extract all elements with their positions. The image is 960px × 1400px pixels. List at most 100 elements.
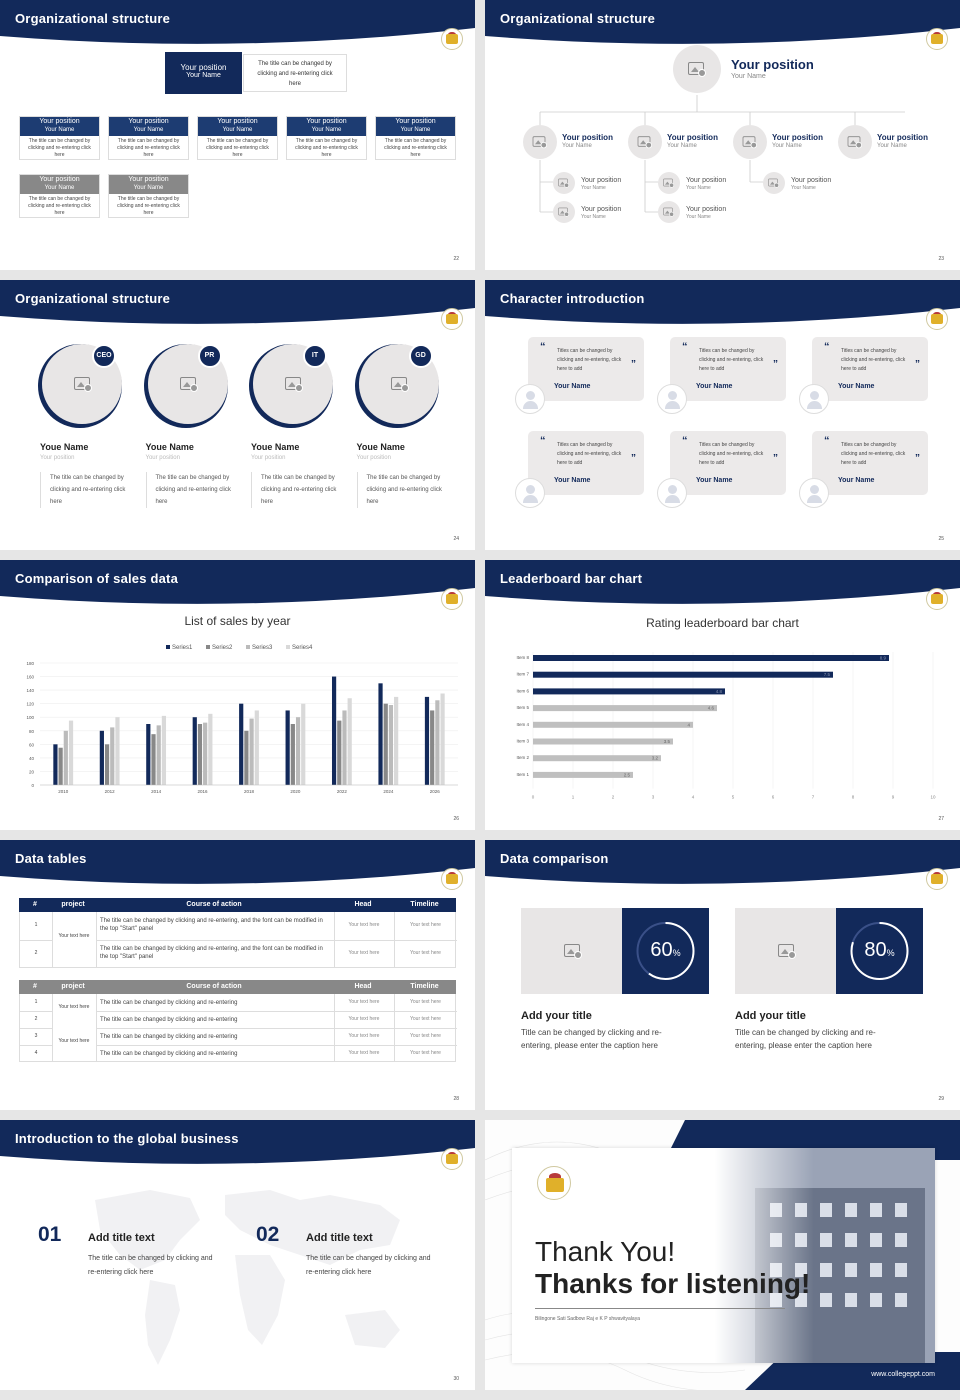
leaderboard-bar-chart: 0 1 2 3 4 5 6 7 8 9 10 Item 8 8.9 Item 7 7.5 Item 6 4.8 I… <box>516 652 936 800</box>
node-position: Your position <box>791 177 832 184</box>
project-cell: Your text here <box>58 1038 90 1044</box>
image-placeholder-icon <box>663 207 674 217</box>
org-position-box: Your position Your Name The title can be c… <box>19 174 100 218</box>
slide-23[interactable]: Organizational structure Your position Y… <box>485 0 960 270</box>
quote-author: Your Name <box>696 477 733 484</box>
quote-author: Your Name <box>554 383 591 390</box>
image-placeholder-icon <box>74 377 92 392</box>
website-url: www.collegeppt.com <box>871 1371 935 1378</box>
category-label: Item 8 <box>516 655 529 660</box>
page-number: 24 <box>453 536 459 542</box>
slide-28[interactable]: Data tables 28 # project Course of action H… <box>0 840 475 1110</box>
bar <box>104 744 110 785</box>
org-position-box: Your position Your Name The title can be c… <box>286 116 367 160</box>
role-tag: PR <box>204 352 215 359</box>
table-body: 1 The title can be changed by clicking an… <box>19 994 457 1062</box>
item-desc: The title can be changed by clicking and… <box>306 1255 431 1276</box>
quote-card: “ Titles can be changed by clicking and r… <box>812 337 928 401</box>
user-avatar-icon <box>657 384 687 414</box>
role-badge: PR <box>197 344 222 368</box>
category-label: Item 1 <box>516 772 529 777</box>
table-row: 3 The title can be changed by clicking an… <box>20 1028 457 1045</box>
slide-27[interactable]: Leaderboard bar chart Rating leaderboard… <box>485 560 960 830</box>
quote-close-icon: ” <box>773 359 778 370</box>
table-header-cell: # <box>33 901 37 908</box>
row-timeline: Your text here <box>410 950 441 956</box>
quote-author: Your Name <box>696 383 733 390</box>
slide-header <box>0 280 475 324</box>
bar <box>533 705 717 712</box>
x-tick-label: 2020 <box>290 789 301 794</box>
category-label: Item 4 <box>516 722 529 727</box>
page-number: 26 <box>453 816 459 822</box>
school-logo-icon <box>441 308 463 330</box>
node-position: Your position <box>877 133 928 142</box>
column-divider <box>52 994 53 1062</box>
row-divider <box>20 1011 52 1012</box>
name-label: Your Name <box>44 127 75 133</box>
row-divider <box>20 1028 52 1029</box>
slide-26[interactable]: Comparison of sales data List of sales b… <box>0 560 475 830</box>
node-position: Your position <box>562 133 613 142</box>
legend-swatch <box>286 645 290 649</box>
node-name: Your Name <box>581 214 606 220</box>
quote-close-icon: ” <box>631 359 636 370</box>
slide-header <box>485 280 960 324</box>
x-tick-label: 2026 <box>430 789 441 794</box>
thank-you-text: Thank You! <box>535 1236 676 1267</box>
item-title: Add title text <box>306 1232 373 1244</box>
avatar-placeholder <box>763 172 785 194</box>
category-label: Item 5 <box>516 705 529 710</box>
progress-arc <box>850 922 909 980</box>
school-logo-icon <box>926 868 948 890</box>
quote-open-icon: “ <box>540 341 546 353</box>
position-label: Your position <box>395 118 436 125</box>
org-position-header: Your position Your Name <box>109 175 188 194</box>
slide-header <box>0 560 475 604</box>
node-name: Your Name <box>877 143 907 149</box>
thank-you-card: Thank You! Thanks for listening! Bilingo… <box>512 1148 935 1363</box>
node-name: Your Name <box>581 185 606 191</box>
bar <box>53 744 58 785</box>
quote-card: “ Titles can be changed by clicking and r… <box>670 431 786 495</box>
divider <box>535 1308 785 1309</box>
role-tag: CEO <box>96 352 112 359</box>
image-placeholder-icon <box>778 944 796 959</box>
slide-29[interactable]: Data comparison 29 60% Add your title Titl… <box>485 840 960 1110</box>
row-number: 2 <box>34 950 38 956</box>
x-tick-label: 10 <box>930 795 936 800</box>
quote-open-icon: “ <box>824 435 830 447</box>
avatar-placeholder <box>553 201 575 223</box>
item-number: 01 <box>38 1223 62 1246</box>
slide-title: Data comparison <box>500 851 609 866</box>
org-position-header: Your position Your Name <box>20 175 99 194</box>
quote-text: Titles can be changed by clicking and re… <box>557 442 622 466</box>
slide-30[interactable]: Introduction to the global business 30 0… <box>0 1120 475 1390</box>
role-tag: IT <box>311 352 319 359</box>
slide-22[interactable]: Organizational structure Your position Y… <box>0 0 475 270</box>
x-tick-label: 3 <box>652 795 655 800</box>
page-number: 29 <box>938 1096 944 1102</box>
table-header: # project Course of action Head Timeline <box>19 980 456 994</box>
slide-25[interactable]: Character introduction 25 “ Titles can be… <box>485 280 960 550</box>
x-tick-label: 8 <box>852 795 855 800</box>
bar <box>533 721 693 728</box>
image-placeholder-icon <box>558 178 569 188</box>
slide-24[interactable]: Organizational structure 24 CEO Youe Name… <box>0 280 475 550</box>
data-label: 4.8 <box>716 689 723 694</box>
page-number: 25 <box>938 536 944 542</box>
avatar-placeholder <box>658 201 680 223</box>
row-action: The title can be changed by clicking and… <box>100 1050 238 1057</box>
bar <box>347 698 352 785</box>
table-header-cell: Course of action <box>186 983 242 990</box>
position-label: Your position <box>217 118 258 125</box>
slide-31[interactable]: Thank You! Thanks for listening! Bilingo… <box>485 1120 960 1390</box>
x-tick-label: 6 <box>772 795 775 800</box>
row-timeline: Your text here <box>410 1049 441 1056</box>
avatar-placeholder <box>553 172 575 194</box>
row-timeline: Your text here <box>410 922 441 928</box>
bar <box>151 734 156 785</box>
bar <box>430 710 435 785</box>
table-row: 1 The title can be changed by clicking an… <box>20 994 457 1011</box>
node-name: Your Name <box>686 214 711 220</box>
